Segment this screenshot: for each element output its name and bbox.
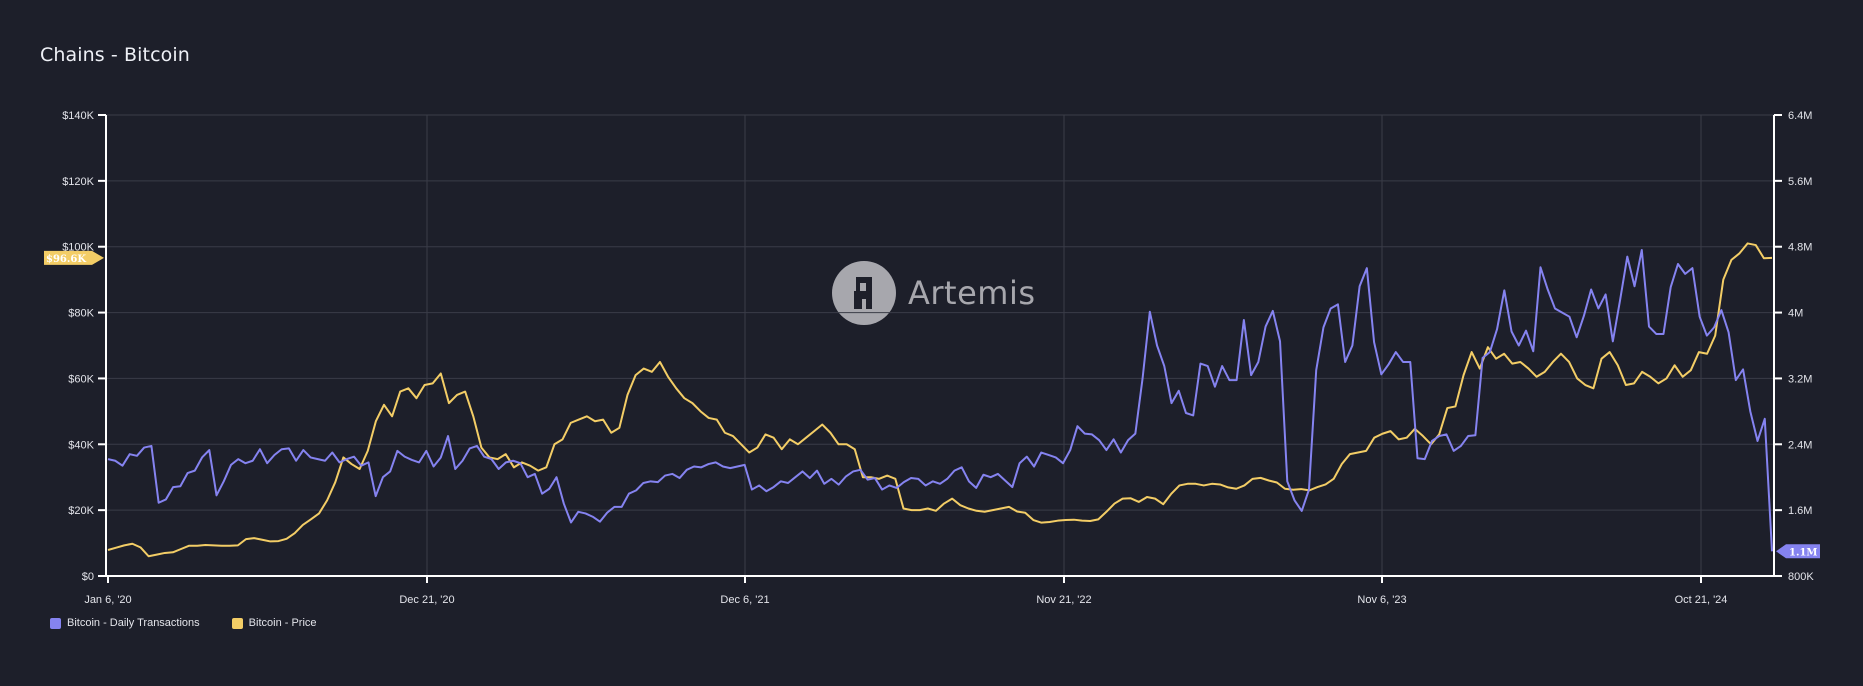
y-right-tick-label: 1.6M [1788, 505, 1812, 517]
artemis-watermark: Artemis [832, 261, 1036, 325]
y-right-tick-label: 6.4M [1788, 110, 1812, 122]
axes: $0 $20K $40K $60K $80K $100K $120K $140K 800K 1.6… [62, 110, 1814, 606]
svg-text:1.1M: 1.1M [1789, 547, 1817, 558]
y-right-tick-label: 4.8M [1788, 242, 1812, 254]
legend-item-price[interactable]: Bitcoin - Price [231, 617, 317, 629]
y-right-tick-label: 3.2M [1788, 373, 1812, 385]
price-line[interactable] [107, 242, 1773, 558]
x-tick-label: Dec 6, '21 [720, 594, 769, 606]
gridlines [106, 114, 1774, 576]
x-tick-label: Nov 6, '23 [1357, 594, 1406, 606]
y-left-tick-label: $20K [68, 505, 94, 517]
y-left-tick-label: $100K [62, 242, 94, 254]
daily-transactions-line[interactable] [107, 249, 1773, 552]
x-tick-label: Oct 21, '24 [1675, 594, 1728, 606]
y-right-tick-label: 4M [1788, 308, 1803, 320]
watermark-text: Artemis [908, 274, 1036, 312]
price-last-badge [44, 250, 104, 265]
y-left-tick-label: $120K [62, 176, 94, 188]
y-right-tick-label: 5.6M [1788, 176, 1812, 188]
y-left-tick-label: $140K [62, 110, 94, 122]
y-left-tick-label: $0 [82, 571, 94, 583]
legend-item-daily-transactions[interactable]: Bitcoin - Daily Transactions [50, 617, 200, 629]
legend-swatch-icon [50, 617, 61, 629]
legend-label: Bitcoin - Price [248, 617, 317, 629]
x-tick-label: Nov 21, '22 [1036, 594, 1091, 606]
y-right-tick-label: 2.4M [1788, 439, 1812, 451]
artemis-logo-icon [832, 261, 896, 325]
y-right-tick-label: 800K [1788, 571, 1814, 583]
y-left-tick-label: $80K [68, 308, 94, 320]
chart-title: Chains - Bitcoin [40, 44, 190, 66]
svg-text:$96.6K: $96.6K [46, 254, 86, 265]
y-left-tick-label: $40K [68, 439, 94, 451]
x-tick-label: Jan 6, '20 [84, 594, 131, 606]
x-tick-label: Dec 21, '20 [399, 594, 454, 606]
last-value-badges: $96.6K 1.1M [44, 250, 1820, 559]
tx-last-badge [1776, 544, 1820, 559]
legend: Bitcoin - Daily Transactions Bitcoin - P… [50, 617, 317, 629]
y-left-tick-label: $60K [68, 373, 94, 385]
legend-label: Bitcoin - Daily Transactions [67, 617, 200, 629]
legend-swatch-icon [231, 617, 243, 629]
